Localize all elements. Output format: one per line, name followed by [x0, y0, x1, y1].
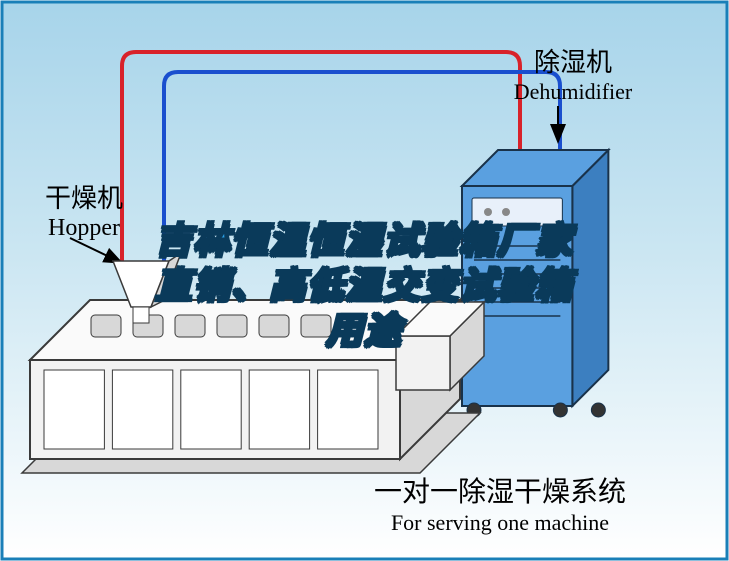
headline-line1: 吉林恒温恒湿试验箱厂家 — [155, 220, 573, 261]
label-system: 一对一除湿干燥系统 For serving one machine — [300, 470, 700, 536]
label-dehumidifier: 除湿机 Dehumidifier — [468, 42, 678, 105]
label-hopper-cn: 干燥机 — [14, 178, 154, 215]
headline-line2: 直销、高低温交变试验箱 — [155, 265, 573, 306]
label-dehumidifier-cn: 除湿机 — [468, 42, 678, 79]
label-system-cn: 一对一除湿干燥系统 — [300, 470, 700, 510]
label-system-en: For serving one machine — [300, 510, 700, 536]
headline-overlay: 吉林恒温恒湿试验箱厂家 直销、高低温交变试验箱 用途 — [0, 218, 729, 353]
headline-line3: 用途 — [326, 310, 402, 351]
label-dehumidifier-en: Dehumidifier — [468, 79, 678, 105]
diagram-canvas: 除湿机 Dehumidifier 干燥机 Hopper 一对一除湿干燥系统 Fo… — [0, 0, 729, 561]
